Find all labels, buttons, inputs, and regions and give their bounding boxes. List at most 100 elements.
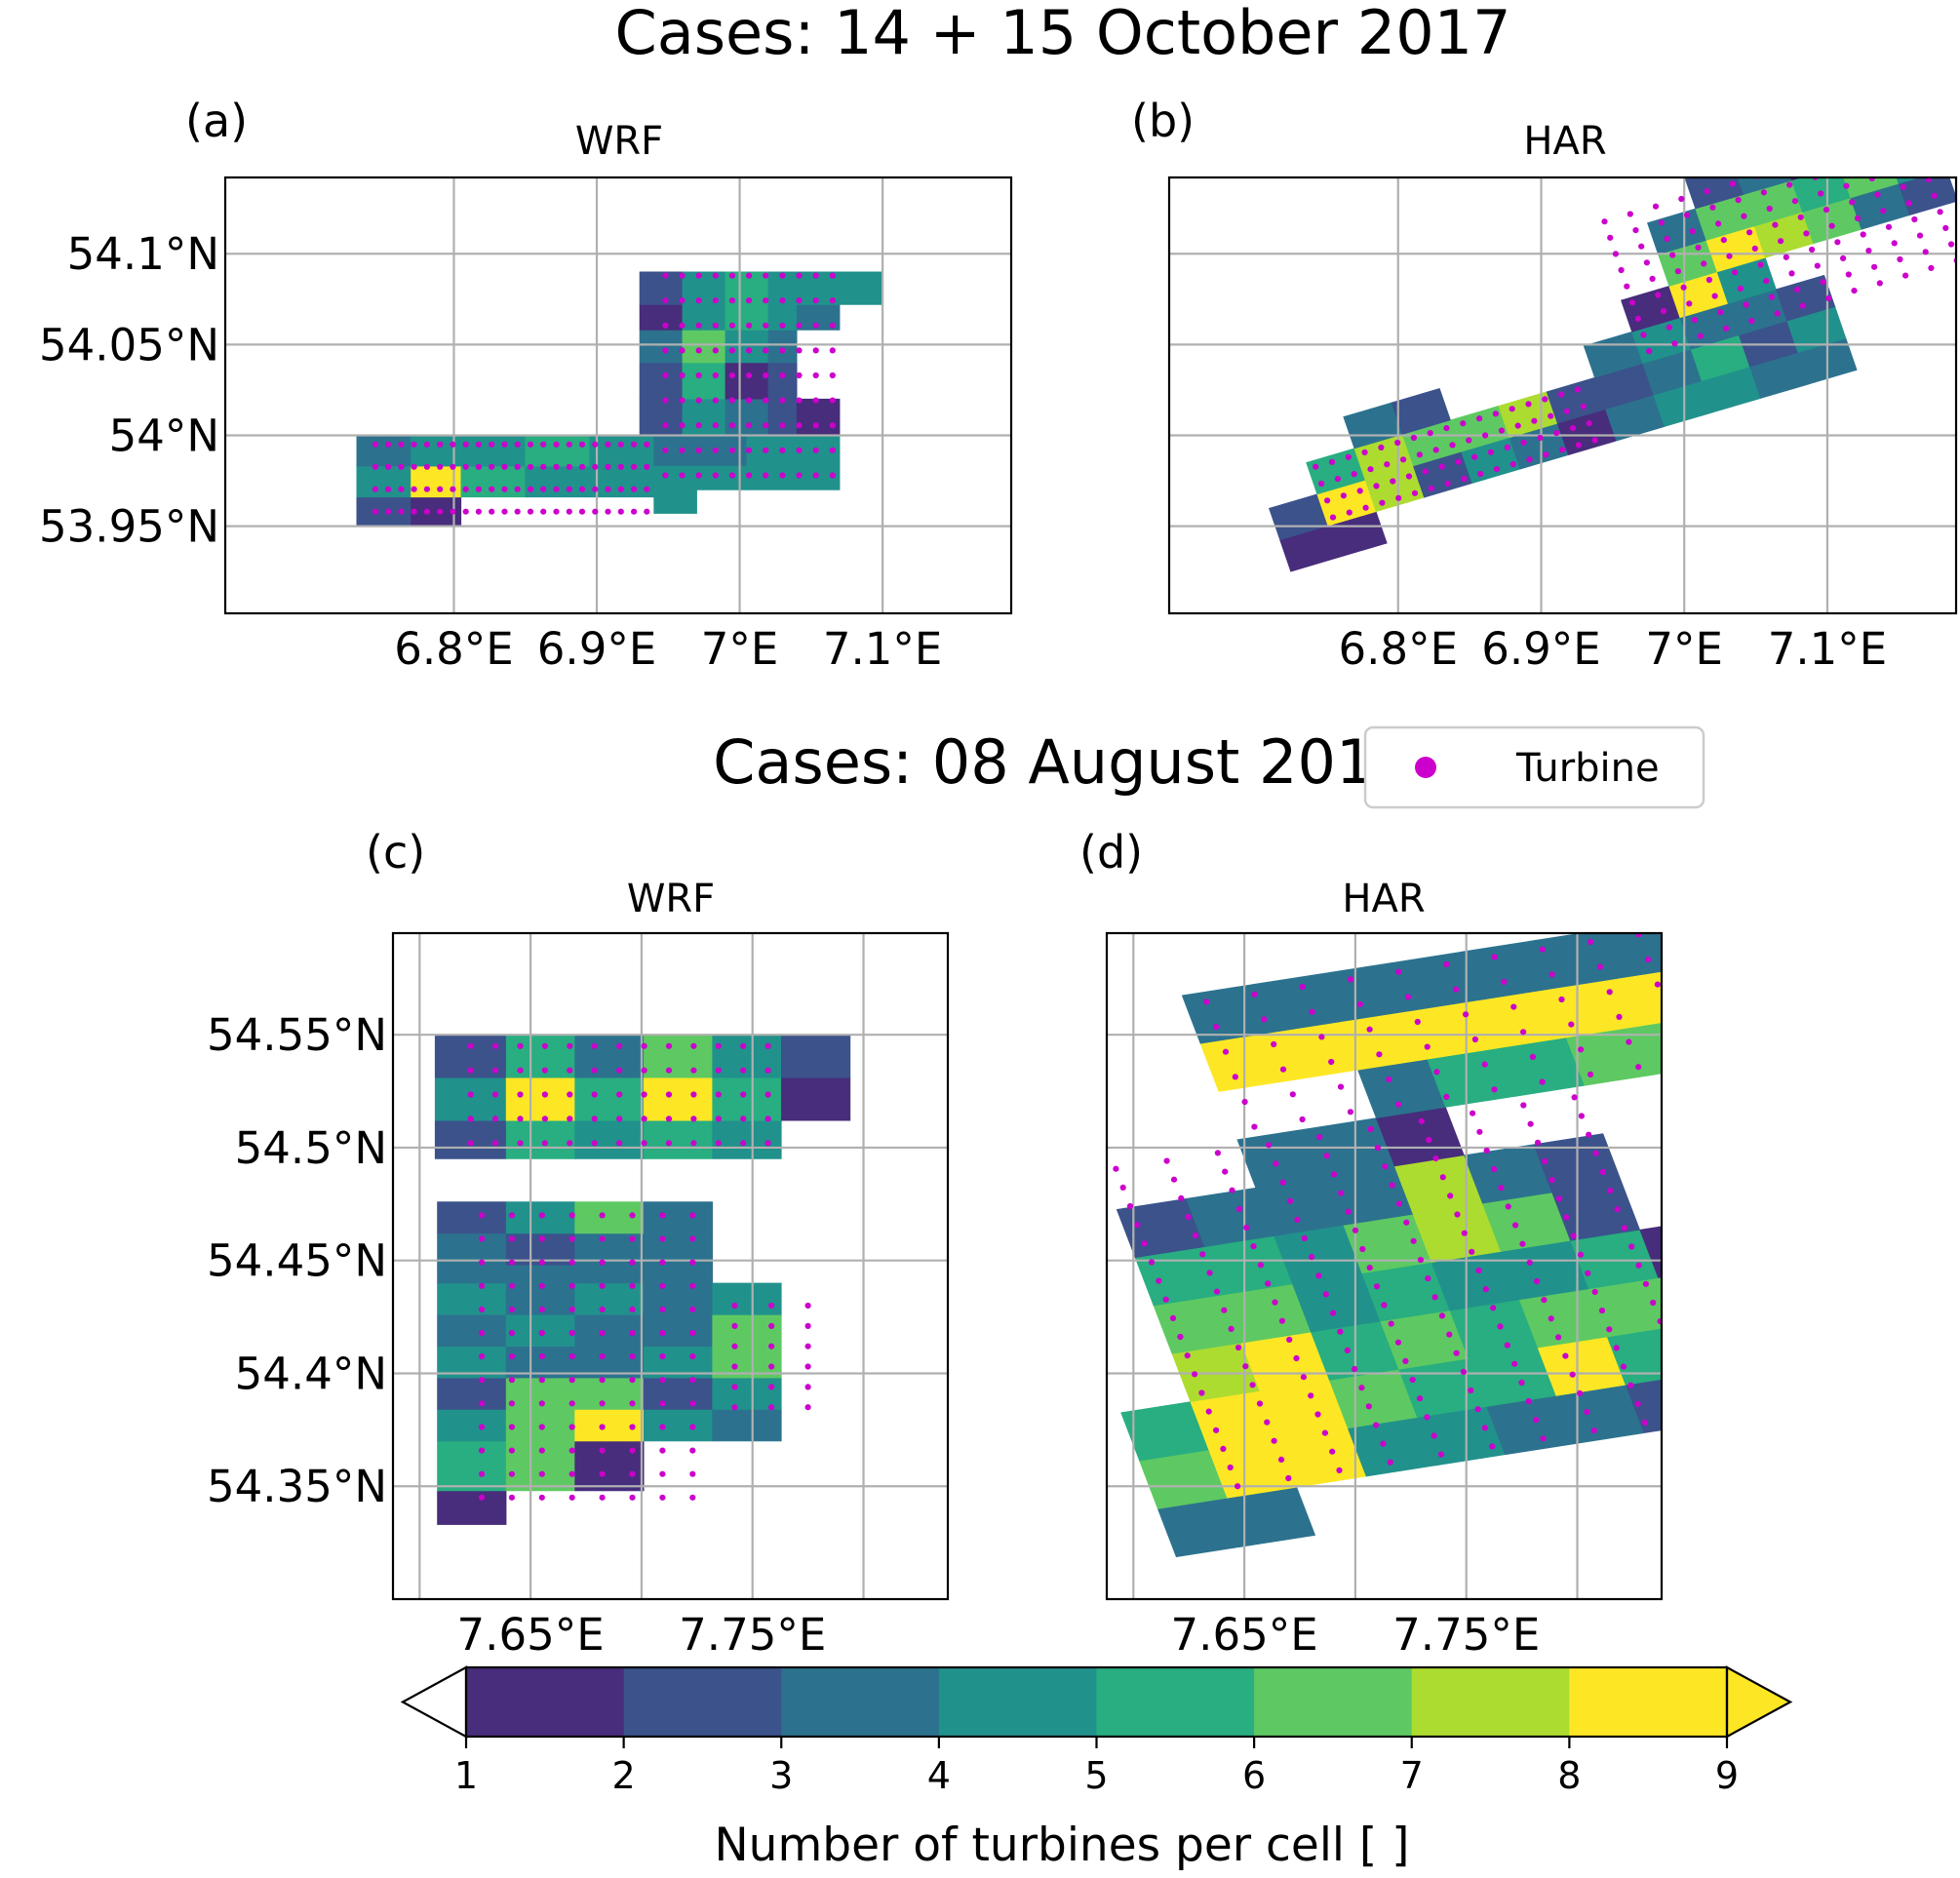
grid-cell (434, 1076, 507, 1121)
turbine-point (1705, 276, 1712, 284)
turbine-point (1533, 1417, 1540, 1424)
turbine-point (1444, 480, 1451, 487)
turbine-point (1820, 279, 1826, 286)
turbine-point (1569, 1371, 1576, 1378)
turbine-point (1491, 954, 1498, 960)
turbine-point (1227, 1464, 1234, 1471)
turbine-point (1345, 1208, 1352, 1215)
turbine-point (1529, 1053, 1536, 1060)
turbine-point (1537, 434, 1544, 442)
turbine-point (1717, 309, 1724, 316)
turbine-point (768, 1343, 775, 1350)
turbine-point (1834, 239, 1841, 246)
turbine-point (568, 1282, 575, 1289)
turbine-point (1301, 1234, 1308, 1242)
turbine-point (1571, 1094, 1578, 1101)
turbine-point (689, 1400, 696, 1407)
turbine-point (517, 1042, 524, 1049)
grid-cell (643, 1282, 714, 1315)
turbine-point (385, 508, 392, 515)
turbine-point (616, 1042, 623, 1049)
turbine-point (372, 441, 378, 448)
turbine-point (1431, 1294, 1438, 1301)
turbine-point (1206, 1270, 1213, 1276)
turbine-point (1477, 470, 1484, 478)
turbine-point (478, 1470, 486, 1477)
turbine-point (629, 1494, 636, 1501)
turbine-point (1213, 1288, 1221, 1295)
turbine-point (1658, 219, 1665, 226)
turbine-point (1526, 456, 1533, 463)
turbine-point (501, 508, 508, 515)
turbine-point (1235, 1483, 1241, 1490)
turbine-point (1489, 1443, 1496, 1450)
turbine-point (731, 1322, 738, 1329)
grid-cell (1728, 1256, 1816, 1314)
turbine-point (514, 463, 521, 470)
turbine-point (492, 1115, 499, 1122)
turbine-point (1347, 976, 1354, 983)
turbine-point (1788, 270, 1795, 277)
turbine-point (1920, 160, 1926, 166)
grid-cell (682, 304, 726, 331)
turbine-point (567, 1091, 573, 1098)
turbine-point (768, 1363, 775, 1370)
legend-turbine-marker (1415, 757, 1436, 778)
grid-cell (643, 1076, 714, 1121)
turbine-point (1774, 310, 1781, 317)
turbine-point (1308, 1392, 1314, 1399)
turbine-point (475, 508, 482, 515)
turbine-point (398, 508, 405, 515)
turbine-point (1293, 1354, 1300, 1362)
turbine-point (538, 1259, 545, 1266)
turbine-point (746, 472, 753, 479)
turbine-point (1416, 1395, 1424, 1402)
turbine-point (679, 397, 686, 404)
turbine-point (641, 1140, 647, 1147)
turbine-point (763, 472, 769, 479)
turbine-point (1395, 494, 1402, 501)
turbine-point (489, 463, 495, 470)
turbine-point (1366, 1026, 1373, 1033)
turbine-point (1250, 1243, 1257, 1250)
turbine-point (1548, 1315, 1554, 1322)
turbine-point (644, 441, 650, 448)
turbine-point (1606, 989, 1613, 996)
turbine-point (631, 463, 638, 470)
turbine-point (1510, 1003, 1517, 1010)
lon-tick-label: 7.1°E (823, 623, 943, 675)
turbine-point (1367, 1125, 1374, 1133)
turbine-point (1828, 222, 1835, 229)
turbine-point (1865, 248, 1872, 254)
turbine-point (1580, 403, 1587, 410)
grid-cell (1687, 957, 1775, 1015)
turbine-point (804, 1322, 811, 1329)
turbine-point (1858, 143, 1863, 149)
turbine-point (1470, 1110, 1476, 1116)
lon-tick-label: 7.75°E (679, 1609, 826, 1661)
turbine-point (1261, 1016, 1268, 1023)
grid-cell (639, 330, 684, 364)
turbine-point (541, 1115, 549, 1122)
turbine-point (1511, 1360, 1518, 1367)
turbine-point (1638, 243, 1645, 250)
turbine-point (1352, 1227, 1359, 1233)
turbine-point (1340, 492, 1347, 499)
turbine-point (1942, 224, 1949, 231)
turbine-point (728, 397, 736, 404)
turbine-point (728, 447, 736, 453)
turbine-point (689, 1470, 696, 1477)
turbine-point (665, 1042, 673, 1049)
lat-tick-label: 54.45°N (207, 1235, 387, 1287)
turbine-point (1386, 1076, 1392, 1083)
turbine-point (1541, 1297, 1548, 1304)
turbine-point (665, 1140, 673, 1147)
turbine-point (527, 486, 534, 492)
turbine-point (1553, 429, 1560, 437)
turbine-point (1674, 1032, 1680, 1037)
turbine-point (538, 1282, 545, 1289)
lon-tick-label: 7°E (1645, 623, 1723, 675)
turbine-point (659, 1494, 666, 1501)
turbine-point (1678, 195, 1685, 203)
turbine-point (689, 1377, 696, 1384)
